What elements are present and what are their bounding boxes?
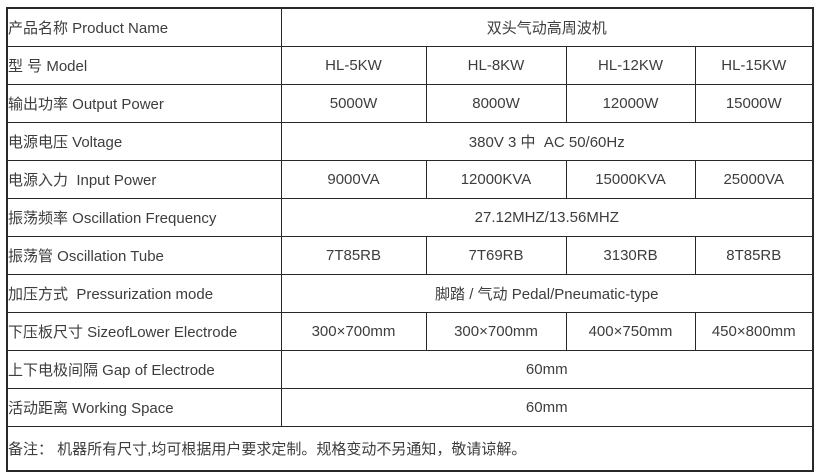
model-value-3: HL-12KW xyxy=(565,45,696,85)
model-value-4: HL-15KW xyxy=(694,45,814,85)
row-working-space: 活动距离 Working Space 60mm xyxy=(6,387,814,427)
row-oscillation-tube: 振荡管 Oscillation Tube 7T85RB 7T69RB 3130R… xyxy=(6,235,814,275)
row-label-pressurization-mode: 加压方式 Pressurization mode xyxy=(6,273,282,313)
row-label-model: 型 号 Model xyxy=(6,45,282,85)
model-value-1: HL-5KW xyxy=(280,45,427,85)
input-power-value-1: 9000VA xyxy=(280,159,427,199)
row-electrode-gap: 上下电极间隔 Gap of Electrode 60mm xyxy=(6,349,814,389)
row-label-electrode-gap: 上下电极间隔 Gap of Electrode xyxy=(6,349,282,389)
input-power-value-4: 25000VA xyxy=(694,159,814,199)
product-spec-table: 产品名称 Product Name 双头气动高周波机 型 号 Model HL-… xyxy=(6,7,815,472)
oscillation-tube-value-1: 7T85RB xyxy=(280,235,427,275)
electrode-gap-value: 60mm xyxy=(280,349,814,389)
oscillation-tube-value-3: 3130RB xyxy=(565,235,696,275)
row-output-power: 输出功率 Output Power 5000W 8000W 12000W 150… xyxy=(6,83,814,123)
model-value-2: HL-8KW xyxy=(425,45,567,85)
row-label-input-power: 电源入力 Input Power xyxy=(6,159,282,199)
voltage-value: 380V 3 中 AC 50/60Hz xyxy=(280,121,814,161)
row-input-power: 电源入力 Input Power 9000VA 12000KVA 15000KV… xyxy=(6,159,814,199)
row-label-lower-electrode-size: 下压板尺寸 SizeofLower Electrode xyxy=(6,311,282,351)
row-label-working-space: 活动距离 Working Space xyxy=(6,387,282,427)
output-power-value-1: 5000W xyxy=(280,83,427,123)
row-model: 型 号 Model HL-5KW HL-8KW HL-12KW HL-15KW xyxy=(6,45,814,85)
pressurization-mode-value: 脚踏 / 气动 Pedal/Pneumatic-type xyxy=(280,273,814,313)
lower-electrode-size-value-3: 400×750mm xyxy=(565,311,696,351)
oscillation-tube-value-4: 8T85RB xyxy=(694,235,814,275)
row-lower-electrode-size: 下压板尺寸 SizeofLower Electrode 300×700mm 30… xyxy=(6,311,814,351)
output-power-value-4: 15000W xyxy=(694,83,814,123)
lower-electrode-size-value-1: 300×700mm xyxy=(280,311,427,351)
input-power-value-3: 15000KVA xyxy=(565,159,696,199)
row-label-oscillation-tube: 振荡管 Oscillation Tube xyxy=(6,235,282,275)
row-note: 备注： 机器所有尺寸,均可根据用户要求定制。规格变动不另通知，敬请谅解。 xyxy=(6,425,814,472)
row-oscillation-frequency: 振荡频率 Oscillation Frequency 27.12MHZ/13.5… xyxy=(6,197,814,237)
working-space-value: 60mm xyxy=(280,387,814,427)
lower-electrode-size-value-2: 300×700mm xyxy=(425,311,567,351)
row-pressurization-mode: 加压方式 Pressurization mode 脚踏 / 气动 Pedal/P… xyxy=(6,273,814,313)
row-voltage: 电源电压 Voltage 380V 3 中 AC 50/60Hz xyxy=(6,121,814,161)
output-power-value-3: 12000W xyxy=(565,83,696,123)
input-power-value-2: 12000KVA xyxy=(425,159,567,199)
oscillation-frequency-value: 27.12MHZ/13.56MHZ xyxy=(280,197,814,237)
oscillation-tube-value-2: 7T69RB xyxy=(425,235,567,275)
row-label-product-name: 产品名称 Product Name xyxy=(6,7,282,47)
lower-electrode-size-value-4: 450×800mm xyxy=(694,311,814,351)
product-name-value: 双头气动高周波机 xyxy=(280,7,814,47)
row-product-name: 产品名称 Product Name 双头气动高周波机 xyxy=(6,7,814,47)
note-text: 备注： 机器所有尺寸,均可根据用户要求定制。规格变动不另通知，敬请谅解。 xyxy=(6,425,814,472)
row-label-output-power: 输出功率 Output Power xyxy=(6,83,282,123)
row-label-voltage: 电源电压 Voltage xyxy=(6,121,282,161)
row-label-oscillation-frequency: 振荡频率 Oscillation Frequency xyxy=(6,197,282,237)
output-power-value-2: 8000W xyxy=(425,83,567,123)
